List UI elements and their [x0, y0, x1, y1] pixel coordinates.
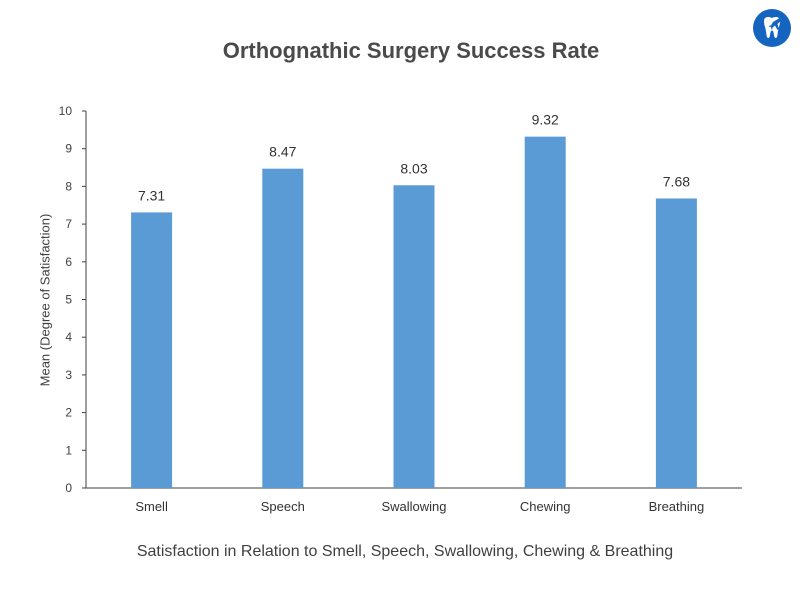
bar — [393, 185, 435, 489]
x-tick-label: Chewing — [520, 499, 571, 514]
bar — [524, 136, 566, 489]
labels: 0 1 2 3 4 5 6 7 8 9 10 7.31 Smell 8.47 Speech 8.03 Swall… — [59, 104, 705, 514]
y-tick-label: 0 — [65, 481, 72, 495]
data-label: 8.03 — [400, 160, 427, 176]
data-label: 7.31 — [138, 187, 165, 203]
x-axis-title: Satisfaction in Relation to Smell, Speec… — [136, 543, 674, 560]
y-tick-label: 10 — [59, 104, 73, 118]
y-tick-label: 3 — [65, 368, 72, 382]
x-tick-label: Swallowing — [381, 499, 446, 514]
y-tick-label: 4 — [65, 330, 72, 344]
y-tick-label: 9 — [65, 142, 72, 156]
y-tick-label: 2 — [65, 406, 72, 420]
bar — [655, 198, 697, 489]
x-tick-label: Breathing — [649, 499, 705, 514]
x-tick-label: Smell — [135, 499, 168, 514]
y-tick-label: 1 — [65, 443, 72, 457]
y-axis-title: Mean (Degree of Satisfaction) — [37, 213, 53, 387]
x-tick-label: Speech — [261, 499, 305, 514]
chart-title: Orthognathic Surgery Success Rate — [222, 38, 600, 63]
bar — [131, 212, 173, 488]
data-label: 8.47 — [269, 144, 296, 160]
y-tick-label: 6 — [65, 255, 72, 269]
data-label: 9.32 — [532, 112, 559, 128]
bar — [262, 168, 304, 488]
y-tick-label: 7 — [65, 217, 72, 231]
tooth-plane-logo-icon — [752, 8, 792, 48]
y-tick-label: 8 — [65, 179, 72, 193]
data-label: 7.68 — [663, 173, 690, 189]
bars — [131, 136, 697, 489]
y-tick-label: 5 — [65, 293, 72, 307]
